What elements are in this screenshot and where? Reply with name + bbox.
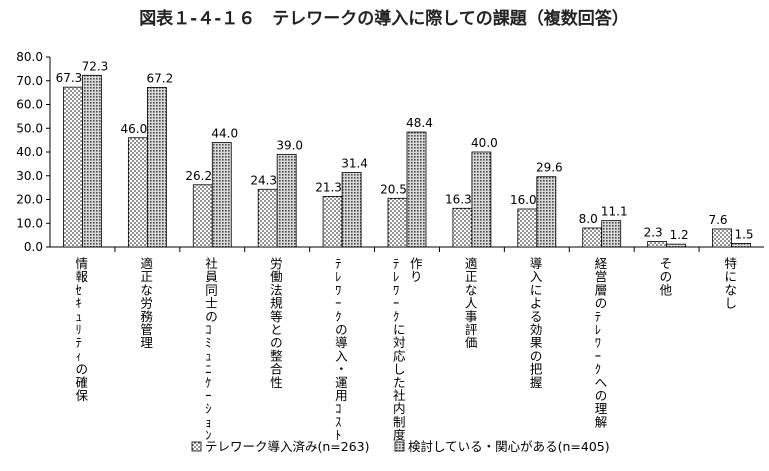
category-label: 経営層のﾃﾚﾜｰｸへの理解 [595,256,608,429]
bar-series-1 [712,228,732,248]
data-label: 31.4 [341,156,368,170]
bar-series-1 [127,137,148,248]
bar-series-2 [406,131,427,248]
data-label: 44.0 [211,127,238,141]
bar-series-2 [731,243,751,248]
data-label: 67.2 [147,71,174,85]
axes: 0.0 10.0 20.0 30.0 40.0 50.0 60.0 70.0 80.0 [16,50,764,254]
data-label: 20.5 [380,182,407,196]
bar-series-1 [387,197,408,248]
bars [63,74,751,248]
y-tick-label: 20.0 [16,193,43,207]
data-label: 26.2 [185,169,212,183]
y-tick-label: 70.0 [16,74,43,88]
y-tick-label: 60.0 [16,98,43,112]
data-label: 40.0 [471,136,498,150]
legend: テレワーク導入済み(n=263) 検討している・関心がある(n=405) [191,439,610,454]
data-label: 16.0 [510,193,537,207]
data-label: 72.3 [82,59,109,73]
category-label: ﾃﾚﾜｰｸに対応した社内制度 [393,256,406,443]
data-label: 2.3 [644,226,663,240]
category-label: ﾃﾚﾜｰｸの導入・運用ｺｽﾄ [335,256,348,443]
bar-series-2 [471,151,492,248]
data-label: 8.0 [579,212,598,226]
legend-swatch-2 [394,441,405,452]
y-tick-label: 30.0 [16,169,43,183]
legend-swatch-1 [191,441,202,452]
bar-series-1 [257,188,278,248]
bar-series-2 [146,87,167,248]
data-label: 21.3 [315,180,342,194]
bar-series-1 [452,207,473,248]
category-labels: 情報ｾｷｭﾘﾃｨの確保 適正な労務管理 社員同士のｺﾐｭﾆｹｰｼｮﾝ 労働法規等との整… [75,256,737,443]
data-label: 39.0 [276,138,303,152]
category-label: その他 [660,256,673,297]
bar-series-2 [211,142,232,248]
data-label: 1.2 [670,228,689,242]
bar-series-2 [536,176,557,248]
bar-series-2 [82,74,102,248]
data-label: 16.3 [445,192,472,206]
bar-series-1 [647,241,668,248]
data-label: 7.6 [708,213,727,227]
data-label: 1.5 [734,227,753,241]
data-label: 29.6 [536,161,563,175]
bar-series-1 [63,86,83,248]
bar-series-2 [341,172,362,248]
data-label: 48.4 [406,116,433,130]
data-label: 46.0 [121,122,148,136]
category-label: 導入による効果の把握 [530,256,543,390]
bar-series-1 [192,184,213,248]
data-label: 24.3 [250,173,277,187]
data-label: 11.1 [601,205,628,219]
y-tick-label: 50.0 [16,121,43,135]
bar-series-2 [601,220,622,248]
y-tick-label: 10.0 [16,216,43,230]
category-label: 情報ｾｷｭﾘﾃｨの確保 [75,256,88,403]
bar-series-1 [322,196,343,248]
bar-series-1 [517,208,538,248]
category-label: 適正な人事評価 [465,256,478,350]
bar-series-2 [276,153,297,248]
data-label: 67.3 [56,71,83,85]
category-label: 特になし [725,256,738,311]
category-label: 社員同士のｺﾐｭﾆｹｰｼｮﾝ [205,256,218,443]
category-label: 作り [410,256,423,284]
y-tick-label: 40.0 [16,145,43,159]
data-labels: 67.372.3 46.0 67.2 26.2 44.0 24.3 39.0 21.3 31.4… [56,59,754,242]
y-tick-label: 80.0 [16,50,43,64]
category-label: 適正な労務管理 [140,256,153,350]
category-label: 労働法規等との整合性 [270,256,283,390]
legend-label-1: テレワーク導入済み(n=263) [205,439,370,454]
chart-title: 図表１-４-１６ テレワークの導入に際しての課題（複数回答） [139,8,629,29]
bar-series-1 [582,227,603,248]
y-tick-label: 0.0 [24,240,43,254]
bar-series-2 [666,243,687,248]
legend-label-2: 検討している・関心がある(n=405) [408,439,610,454]
